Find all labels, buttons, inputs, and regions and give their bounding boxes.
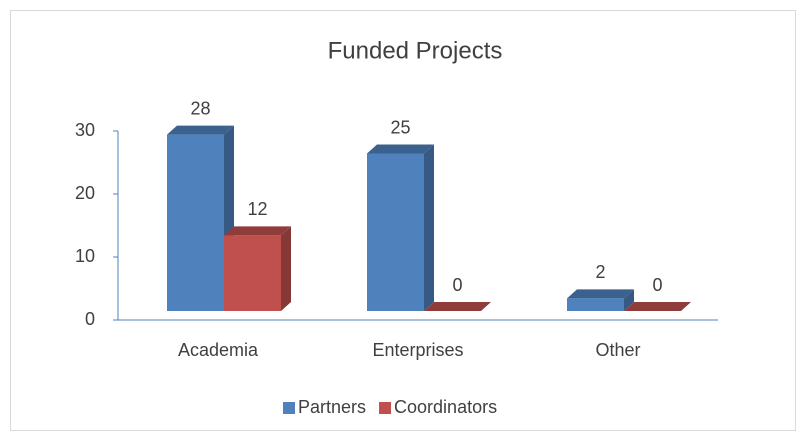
y-tick-label: 20	[75, 183, 95, 203]
bar-front	[167, 134, 224, 311]
bar-front	[367, 153, 424, 311]
bar-top	[167, 125, 234, 135]
legend-label: Partners	[298, 397, 366, 417]
data-label: 12	[247, 199, 267, 219]
chart-title: Funded Projects	[328, 37, 503, 64]
bar-top	[624, 302, 691, 311]
bar-side	[624, 289, 634, 311]
x-tick-label: Enterprises	[372, 340, 463, 360]
x-tick-label: Academia	[178, 340, 259, 360]
bar-top	[424, 302, 491, 311]
data-label: 0	[652, 275, 662, 295]
x-tick-label: Other	[595, 340, 640, 360]
bar	[567, 289, 634, 311]
bar-top	[224, 226, 291, 236]
bar-side	[424, 144, 434, 311]
bar-top	[567, 289, 634, 299]
legend-swatch	[283, 402, 295, 414]
bar	[424, 302, 491, 311]
bar-side	[281, 226, 291, 311]
legend-swatch	[379, 402, 392, 414]
bar-front	[567, 298, 624, 311]
data-label: 25	[390, 117, 410, 137]
bar	[367, 144, 434, 311]
bar	[224, 226, 291, 311]
data-label: 28	[190, 98, 210, 118]
y-tick-label: 0	[85, 309, 95, 329]
bar	[624, 302, 691, 311]
bar-top	[367, 144, 434, 154]
data-label: 2	[595, 262, 605, 282]
data-label: 0	[452, 275, 462, 295]
bar	[167, 125, 234, 311]
bar-front	[224, 235, 281, 311]
y-tick-label: 10	[75, 246, 95, 266]
y-tick-label: 30	[75, 120, 95, 140]
legend-label: Coordinators	[394, 397, 497, 417]
